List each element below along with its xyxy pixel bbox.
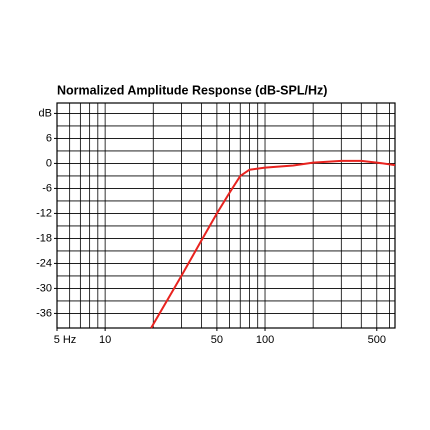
y-tick-label: 6 [46, 132, 52, 144]
response-curve [150, 159, 396, 329]
plot-frame [56, 102, 396, 329]
x-tick-label: 5 Hz [54, 334, 77, 346]
y-tick-label: -30 [36, 282, 52, 294]
y-tick-label: -18 [36, 232, 52, 244]
chart-title: Normalized Amplitude Response (dB-SPL/Hz… [57, 83, 327, 97]
y-tick-label: 0 [46, 157, 52, 169]
y-tick-label: -36 [36, 307, 52, 319]
x-tick-label: 500 [368, 334, 386, 346]
y-tick-label: -6 [42, 182, 52, 194]
x-tick-label: 50 [211, 334, 223, 346]
y-tick-label: -24 [36, 257, 52, 269]
y-tick-label: -12 [36, 207, 52, 219]
x-tick-label: 10 [99, 334, 111, 346]
y-tick-label: dB [39, 107, 52, 119]
x-tick-label: 100 [256, 334, 274, 346]
